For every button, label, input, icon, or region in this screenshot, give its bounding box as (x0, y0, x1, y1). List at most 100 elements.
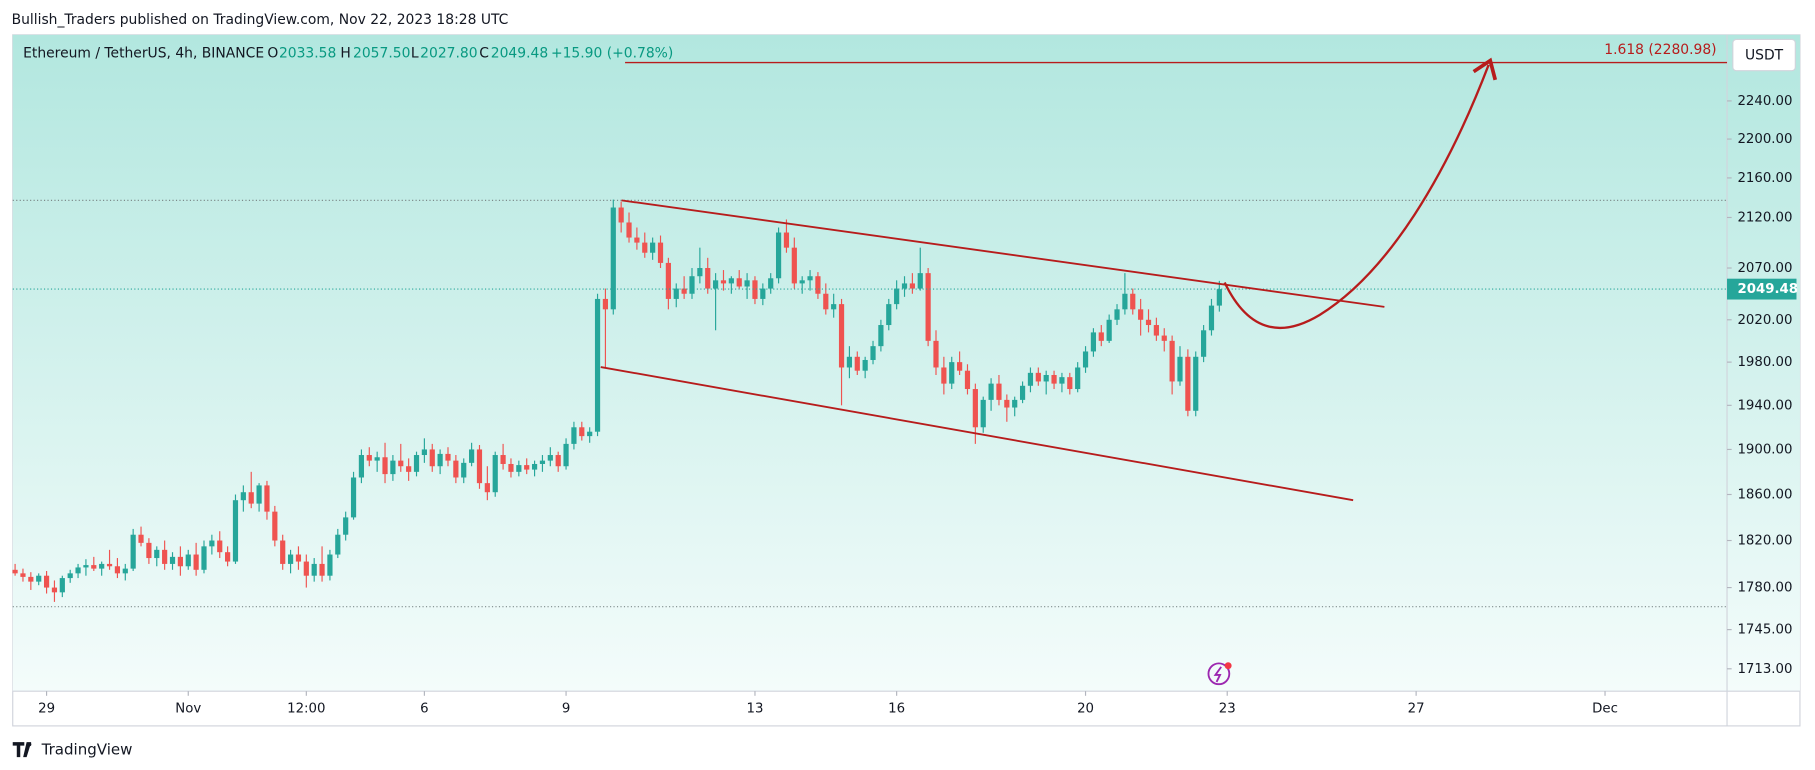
candle-body (886, 304, 892, 326)
lightning-icon (1207, 662, 1232, 686)
candle-body (287, 554, 294, 564)
candle-body (492, 455, 498, 493)
y-tick-label: 1900.00 (1737, 442, 1792, 457)
candle-body (201, 546, 207, 570)
y-tick-label: 1980.00 (1737, 355, 1792, 370)
candle-body (20, 573, 26, 577)
candle-body (154, 549, 160, 559)
candle-body (162, 549, 168, 564)
symbol-name: Ethereum / TetherUS, 4h, BINANCE (23, 45, 264, 61)
candle-body (1145, 319, 1152, 326)
candle-body (413, 455, 420, 472)
y-tick-label: 2020.00 (1737, 313, 1792, 328)
candle-body (524, 465, 530, 470)
candle-body (217, 540, 223, 553)
open-key: O (267, 45, 278, 61)
footer-brand: TradingView (41, 741, 133, 759)
candle-body (327, 554, 333, 576)
currency-button-box[interactable] (1732, 38, 1796, 72)
candle-body (587, 431, 593, 437)
candle-body (508, 463, 514, 472)
high-value: 2057.50 (353, 45, 410, 61)
candle-body (272, 511, 278, 541)
candle-body (138, 534, 144, 543)
candle-body (1177, 356, 1183, 382)
candle-body (768, 278, 774, 289)
candle-body (1027, 372, 1034, 386)
x-tick-label: 9 (562, 702, 570, 717)
candle-body (1012, 399, 1018, 408)
candle-body (1169, 340, 1175, 382)
x-tick-label: 20 (1077, 702, 1094, 717)
candle-body (854, 356, 860, 371)
currency-button[interactable]: USDT (1732, 38, 1796, 72)
candle-body (862, 359, 868, 371)
candle-body (83, 565, 89, 568)
candle-body (264, 485, 270, 512)
candle-body (673, 288, 679, 299)
candle-body (1130, 293, 1136, 310)
candle-body (594, 298, 601, 432)
candle-body (516, 465, 522, 472)
candle-body (610, 207, 616, 310)
candle-body (43, 575, 50, 588)
candle-body (12, 569, 18, 574)
x-tick-label: 23 (1219, 702, 1236, 717)
close-value: 2049.48 (491, 45, 548, 61)
candle-body (437, 453, 443, 467)
x-tick-label: 16 (888, 702, 905, 717)
candle-body (114, 566, 121, 574)
candle-body (665, 262, 671, 299)
candle-body (358, 455, 365, 478)
candle-body (752, 280, 758, 299)
candle-body (531, 463, 538, 470)
candle-body (744, 280, 750, 287)
candle-body (303, 561, 309, 576)
axes: 1713.00 1745.00 1780.00 1820.00 1860.00 1900.… (38, 94, 1798, 717)
candle-body (705, 268, 711, 289)
candle-body (67, 573, 73, 579)
candle-body (988, 383, 994, 400)
high-key: H (340, 45, 350, 61)
candle-body (870, 346, 876, 360)
tradingview-logo-dot (27, 742, 32, 747)
candle-body (146, 542, 152, 559)
candle-body (484, 483, 490, 493)
tradingview-logo (12, 742, 32, 758)
candle-body (972, 389, 978, 428)
candle-body (1208, 305, 1215, 331)
candle-body (1019, 385, 1026, 400)
x-tick-label: 12:00 (287, 702, 325, 717)
x-tick-label: Nov (175, 702, 201, 717)
candle-body (713, 280, 719, 289)
candle-body (36, 575, 42, 582)
candle-body (122, 568, 128, 574)
candle-body (1185, 356, 1191, 411)
candles: 1.618 (2280.98) (12, 42, 1728, 602)
candle-body (1004, 399, 1010, 408)
currency-button-label[interactable]: USDT (1745, 48, 1784, 64)
candle-body (807, 276, 813, 281)
candle-body (350, 477, 357, 518)
candle-body (311, 563, 317, 576)
candle-body (901, 283, 908, 289)
candle-body (406, 466, 412, 472)
x-tick-label: 29 (38, 702, 55, 717)
y-tick-label: 2070.00 (1737, 261, 1792, 276)
candle-body (248, 492, 254, 504)
candle-body (59, 578, 65, 593)
candle-body (1090, 332, 1097, 352)
low-key: L (411, 45, 419, 61)
candle-body (650, 242, 656, 253)
candle-body (846, 356, 853, 368)
candle-body (720, 280, 727, 284)
candle-body (91, 565, 97, 569)
candle-body (1082, 351, 1089, 368)
candle-body (232, 500, 239, 562)
low-value: 2027.80 (420, 45, 477, 61)
candle-body (469, 449, 475, 463)
candle-body (453, 460, 459, 478)
y-tick-label: 1820.00 (1737, 534, 1792, 549)
y-tick-label: 1860.00 (1737, 487, 1792, 502)
